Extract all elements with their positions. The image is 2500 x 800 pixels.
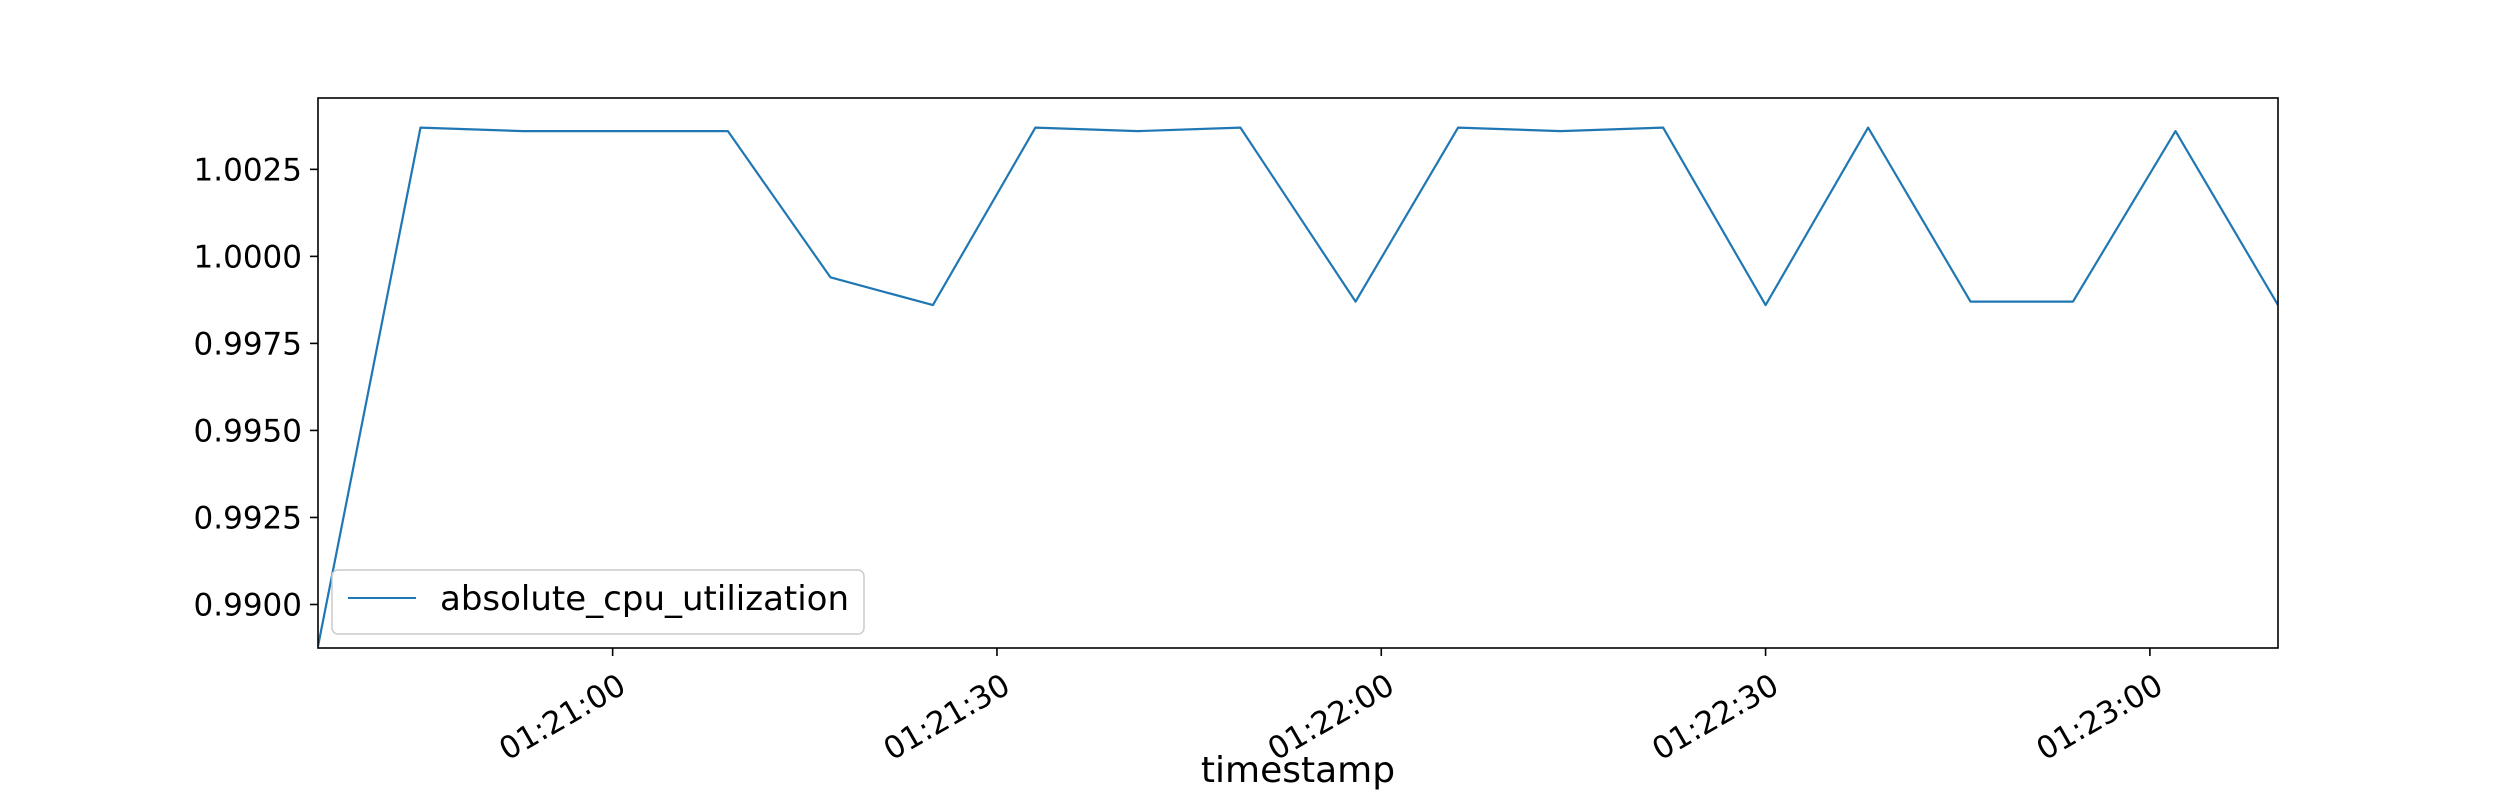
x-axis-label: timestamp [1201, 750, 1395, 791]
y-tick-label: 0.9900 [194, 587, 302, 623]
series-line-absolute-cpu-utilization [318, 126, 2278, 647]
y-tick-label: 1.0000 [194, 239, 302, 275]
x-tick-label: 01:21:00 [493, 667, 632, 768]
legend-box [331, 569, 865, 635]
axes-frame [317, 97, 2279, 649]
x-tick-label: 01:21:30 [878, 667, 1017, 768]
plot-content [318, 126, 2278, 647]
legend-entry-label: absolute_cpu_utilization [440, 579, 849, 619]
x-tick-label: 01:22:30 [1646, 667, 1785, 768]
y-axis: 0.9900 0.9925 0.9950 0.9975 1.0000 1.0025 [194, 152, 318, 623]
y-tick-label: 0.9925 [194, 500, 302, 536]
y-tick-label: 0.9950 [194, 413, 302, 449]
y-tick-label: 1.0025 [194, 152, 302, 188]
legend: absolute_cpu_utilization [331, 569, 865, 635]
x-tick-label: 01:23:00 [2031, 667, 2170, 768]
y-tick-label: 0.9975 [194, 326, 302, 362]
